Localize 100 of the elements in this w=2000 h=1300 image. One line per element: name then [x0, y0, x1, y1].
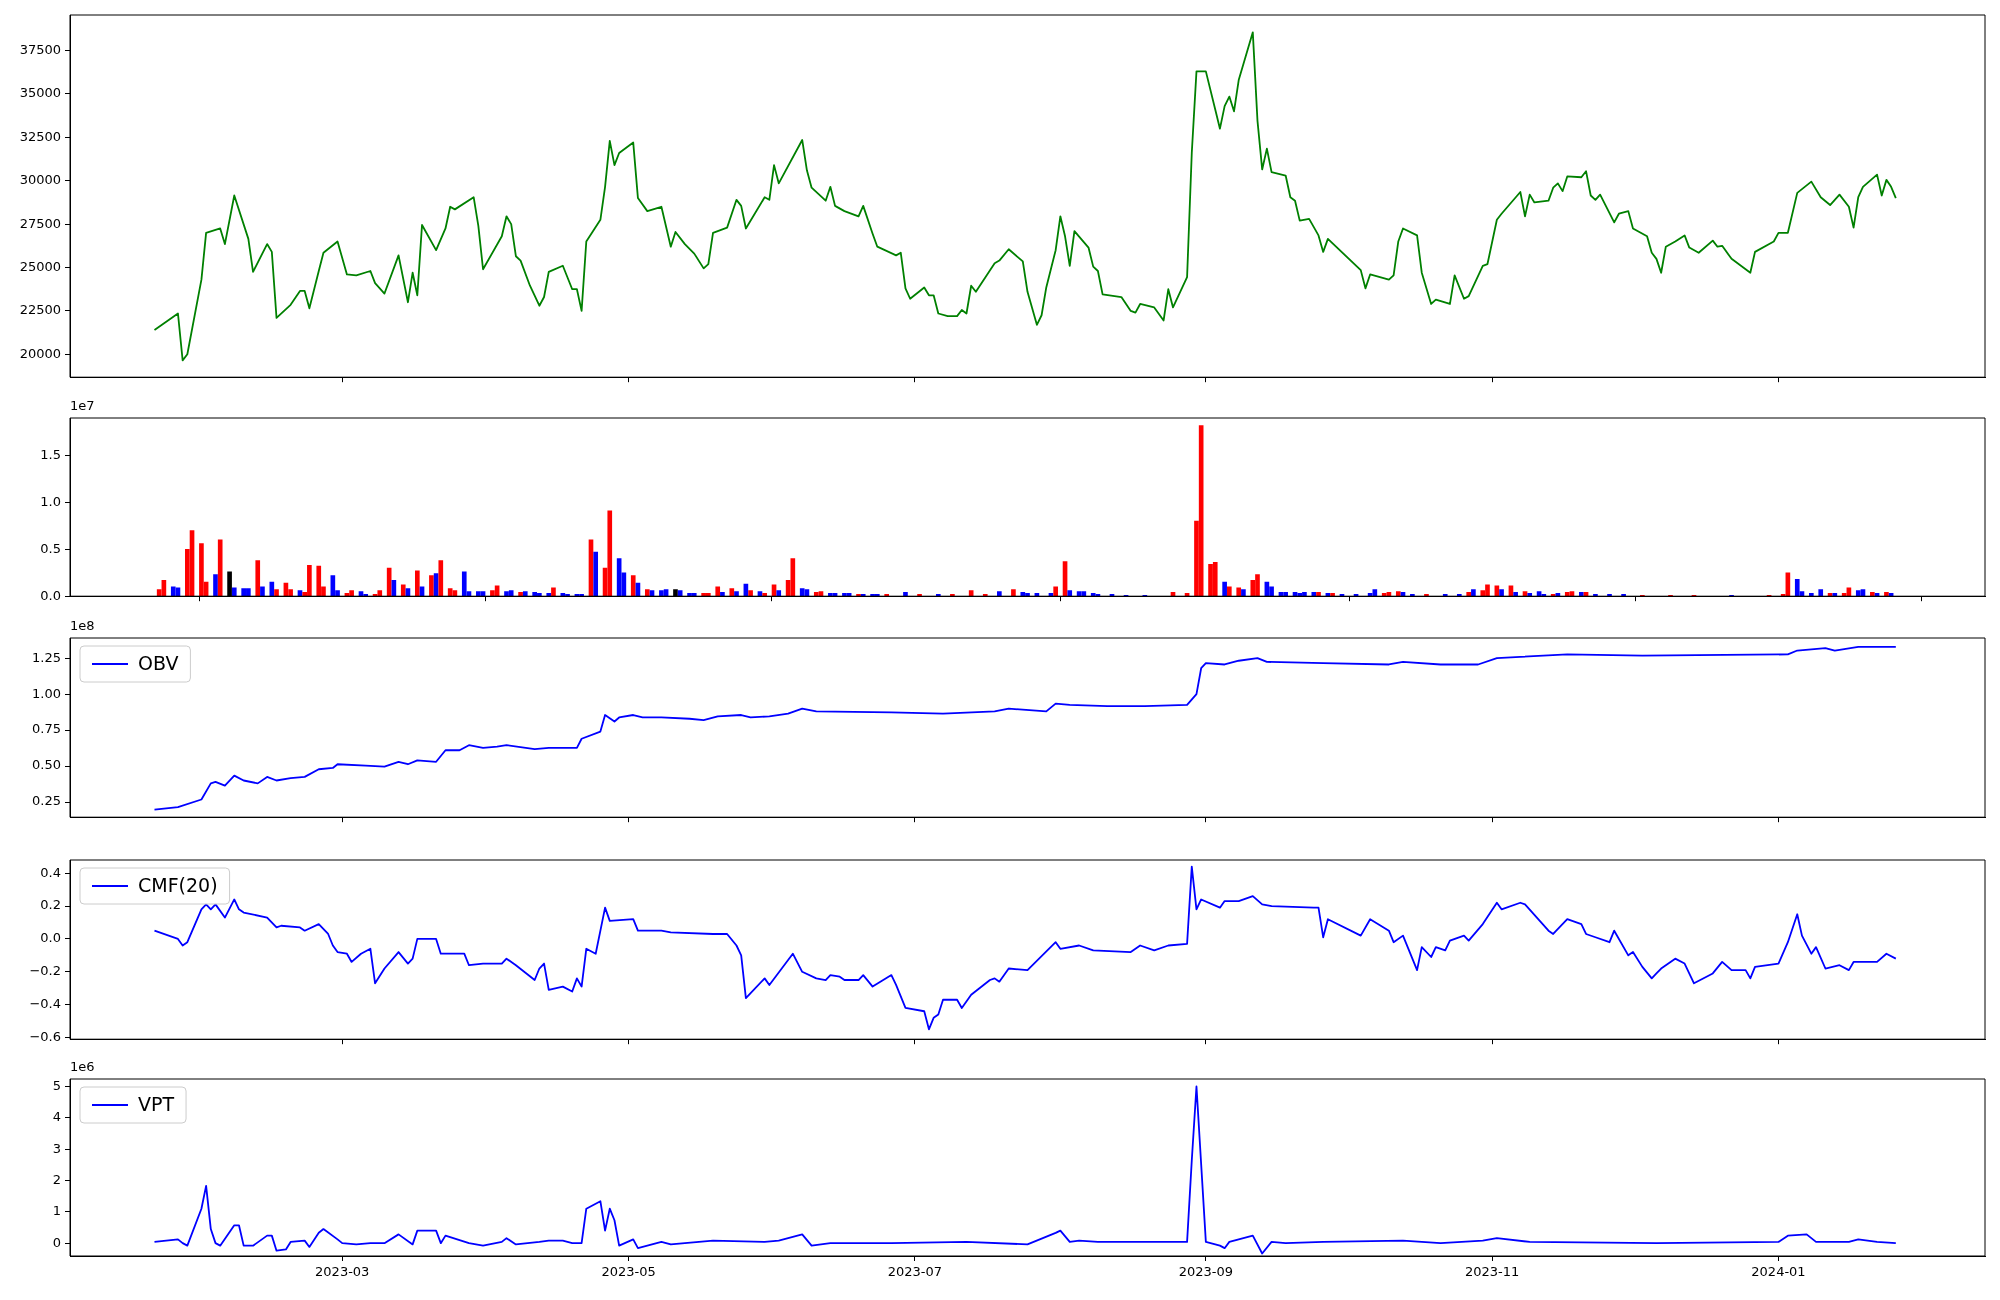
y-tick-label: 1.00: [32, 685, 61, 701]
bar: [419, 586, 425, 597]
y-tick-label: 0.0: [40, 587, 61, 603]
bar: [1541, 593, 1547, 597]
bar: [903, 592, 908, 597]
bar: [1550, 593, 1556, 597]
bar: [1020, 592, 1026, 597]
bar: [734, 591, 739, 597]
text: 1e7: [70, 397, 95, 413]
bar: [438, 560, 444, 597]
bar: [1283, 592, 1288, 597]
bar: [1621, 593, 1626, 597]
y-tick-label: 25000: [19, 258, 61, 274]
y-tick-label: 0.50: [32, 757, 61, 773]
bar: [1809, 593, 1814, 597]
bar: [1241, 589, 1246, 597]
bar: [1442, 593, 1448, 597]
bar: [551, 587, 556, 597]
bar: [213, 574, 218, 597]
bar: [522, 591, 528, 597]
bar: [1855, 590, 1861, 597]
bar: [316, 565, 322, 597]
bar: [1794, 578, 1800, 597]
bar: [884, 593, 890, 597]
bar: [762, 593, 767, 597]
bar: [1236, 587, 1242, 597]
bar: [1564, 592, 1570, 597]
bar: [1832, 593, 1838, 597]
bar: [1870, 592, 1875, 597]
bar: [813, 592, 819, 597]
bar: [170, 586, 176, 597]
bar: [199, 543, 204, 597]
bar: [1227, 586, 1232, 597]
bar: [269, 581, 275, 597]
bar: [1395, 591, 1401, 597]
bar: [1053, 586, 1058, 597]
bar: [1527, 593, 1533, 597]
bar: [748, 590, 753, 597]
bar: [607, 510, 613, 597]
bar: [1381, 593, 1387, 597]
bar: [776, 590, 782, 597]
bar: [377, 590, 383, 597]
bar: [860, 593, 866, 597]
y-tick-label: 35000: [19, 85, 61, 101]
bar: [799, 588, 805, 597]
y-tick-label: 1.0: [40, 493, 61, 509]
bar: [1456, 593, 1462, 597]
bar: [659, 590, 664, 597]
bar: [828, 593, 833, 597]
bar: [1593, 593, 1598, 597]
y-tick-label: 22500: [19, 302, 61, 318]
bar: [729, 588, 735, 597]
bar: [715, 586, 721, 597]
bar: [950, 593, 955, 597]
y-tick-label: 4: [52, 1109, 61, 1125]
bar: [935, 593, 941, 597]
y-tick-label: 1: [52, 1203, 61, 1219]
bar: [461, 571, 467, 597]
bar: [691, 593, 697, 597]
bar: [490, 590, 495, 597]
bar: [1499, 589, 1504, 597]
legend-label: VPT: [138, 1092, 175, 1115]
y-tick-label: 5: [52, 1077, 61, 1093]
y-tick-label: 30000: [19, 172, 61, 188]
y-tick-label: 0.2: [40, 897, 61, 913]
bar: [546, 593, 552, 597]
x-tick-label: 2023-07: [887, 1264, 943, 1280]
bar: [274, 589, 279, 597]
bar: [1884, 592, 1889, 597]
x-tick-label: 2023-05: [601, 1264, 656, 1280]
bar: [518, 592, 523, 597]
bar: [1212, 562, 1218, 597]
legend-label: OBV: [138, 651, 179, 674]
bar: [260, 586, 265, 597]
y-tick-label: 0.0: [40, 930, 61, 946]
x-tick-label: 2023-11: [1465, 1264, 1520, 1280]
y-tick-label: 37500: [19, 41, 61, 57]
bar: [1818, 589, 1824, 597]
bar: [644, 589, 650, 597]
bar: [579, 593, 584, 597]
bar: [1607, 593, 1612, 597]
bar: [1067, 590, 1073, 597]
bar: [415, 570, 420, 597]
bar: [508, 590, 514, 597]
y-tick-label: 0.5: [40, 540, 61, 556]
bar: [1330, 593, 1335, 597]
bar: [400, 584, 406, 597]
y-tick-label: 32500: [19, 128, 61, 144]
y-tick-label: 2: [52, 1171, 61, 1187]
bar: [363, 593, 369, 597]
legend-label: CMF(20): [138, 873, 218, 896]
y-tick-label: 20000: [19, 345, 61, 361]
bar: [1311, 592, 1317, 597]
bar: [630, 575, 636, 597]
bar: [349, 590, 354, 597]
bar: [1222, 581, 1227, 597]
y-tick-label: 3: [52, 1140, 61, 1156]
bar: [790, 558, 796, 597]
bar: [874, 593, 880, 597]
bar: [842, 593, 847, 597]
